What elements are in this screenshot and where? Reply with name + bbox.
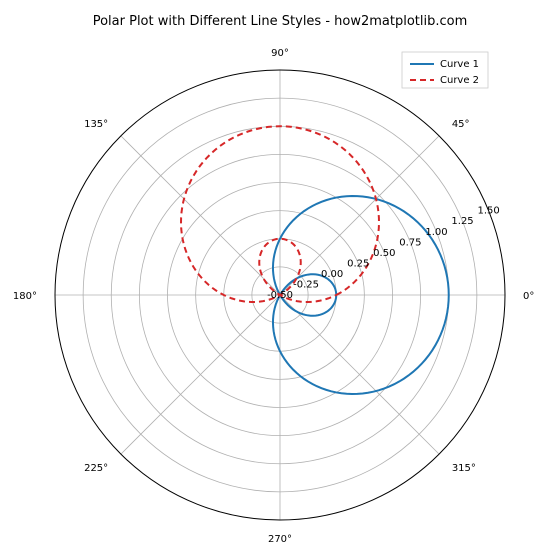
theta-tick-label: 90° [271,48,289,59]
theta-tick-label: 315° [452,463,476,474]
theta-tick-label: 135° [84,119,108,130]
r-tick-label: 1.50 [477,206,499,217]
r-tick-label: 0.50 [373,248,395,259]
r-tick-label: 0.25 [347,258,369,269]
chart-container: Polar Plot with Different Line Styles - … [0,0,560,560]
theta-tick-label: 180° [13,291,37,302]
theta-tick-label: 270° [268,534,292,545]
r-tick-label: 0.00 [321,269,343,280]
polar-plot: -0.50-0.250.00 0.25 0.50 0.75 1.00 1.25 1.50 0°… [0,0,560,560]
r-tick-label: -0.50 [267,290,293,301]
theta-tick-label: 225° [84,463,108,474]
theta-tick-label: 45° [452,119,470,130]
r-tick-label: 1.00 [425,227,447,238]
r-tick-label: 0.75 [399,237,421,248]
legend-label: Curve 2 [440,75,479,86]
r-tick-label: 1.25 [451,216,473,227]
r-tick-label: -0.25 [293,279,319,290]
legend-label: Curve 1 [440,59,479,70]
theta-tick-label: 0° [523,291,534,302]
